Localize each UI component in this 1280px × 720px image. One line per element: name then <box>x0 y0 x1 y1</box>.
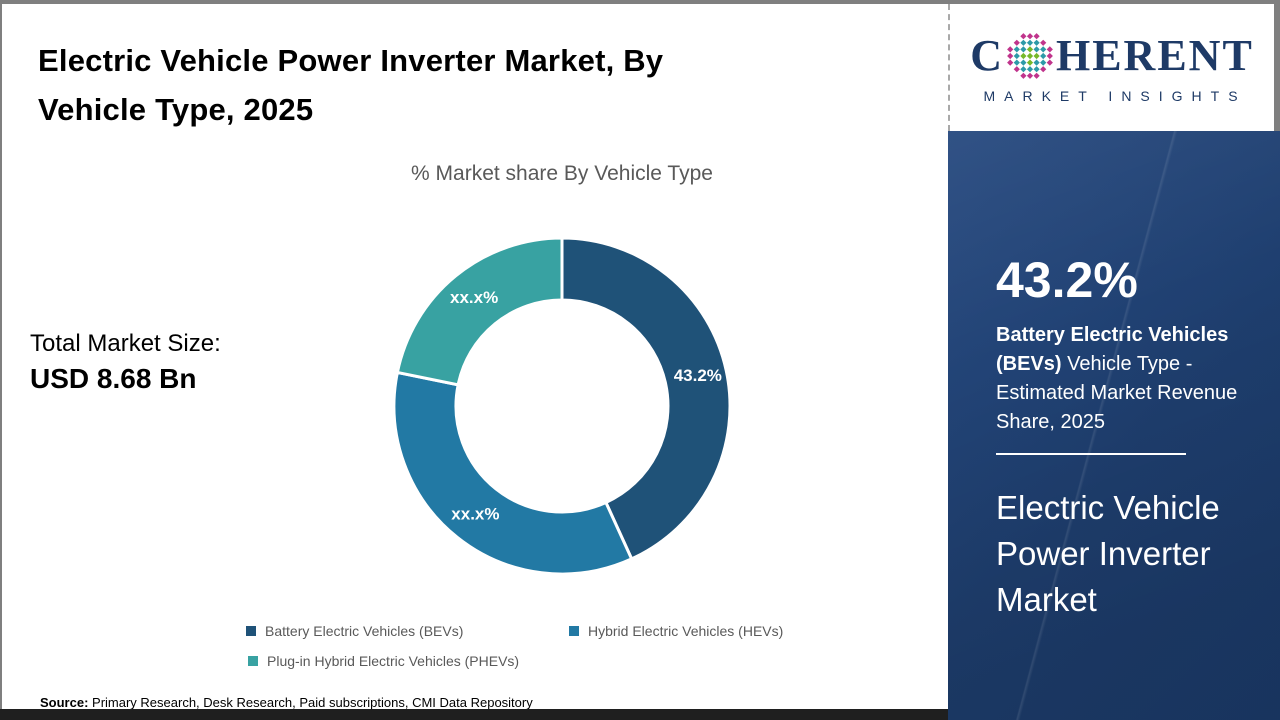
page-title-line2: Vehicle Type, 2025 <box>38 92 314 127</box>
slice-label: xx.x% <box>450 288 498 307</box>
globe-dot <box>1040 39 1047 46</box>
legend-swatch-hevs <box>569 626 579 636</box>
globe-dot <box>1026 52 1034 59</box>
globe-dot <box>1033 45 1040 53</box>
globe-dot <box>1026 72 1034 79</box>
globe-dot <box>1020 58 1027 66</box>
globe-dot <box>1020 45 1027 53</box>
globe-dot <box>1026 39 1034 46</box>
total-market-size-label: Total Market Size: <box>30 330 221 357</box>
globe-dot <box>1013 45 1020 53</box>
globe-dot <box>1040 52 1047 59</box>
panel-market-name-line2: Power Inverter <box>996 535 1211 572</box>
globe-dot <box>1013 58 1020 66</box>
panel-market-name-line1: Electric Vehicle <box>996 489 1220 526</box>
panel-market-name: Electric Vehicle Power Inverter Market <box>996 485 1220 623</box>
panel-stat-desc-rest: Vehicle Type - Estimated Market Revenue … <box>996 353 1238 433</box>
logo-word-rest: HERENT <box>1055 30 1254 80</box>
logo-letter-c: C <box>970 30 1004 80</box>
page-title-line1: Electric Vehicle Power Inverter Market, … <box>38 43 664 78</box>
globe-dot <box>1040 65 1047 72</box>
globe-dot <box>1026 45 1034 53</box>
globe-dot <box>1040 58 1047 66</box>
globe-dot <box>1007 52 1014 59</box>
brand-logo: C HERENT MARKET INSIGHTS <box>948 4 1274 131</box>
legend-label-hevs: Hybrid Electric Vehicles (HEVs) <box>588 623 784 639</box>
dotted-globe-icon <box>1007 32 1053 79</box>
globe-dot <box>1033 72 1040 79</box>
donut-chart: 43.2% xx.x% xx.x% <box>392 236 732 576</box>
globe-dot <box>1013 52 1020 59</box>
globe-dot <box>1020 39 1027 46</box>
source-line: Source: Primary Research, Desk Research,… <box>40 695 533 710</box>
panel-divider <box>996 453 1186 455</box>
main-content-area: Electric Vehicle Power Inverter Market, … <box>2 4 948 710</box>
panel-market-name-line3: Market <box>996 581 1097 618</box>
globe-dot <box>1033 52 1040 59</box>
donut-slice <box>395 236 564 387</box>
donut-slice <box>560 236 732 561</box>
logo-wordmark: C HERENT <box>970 32 1254 80</box>
highlight-side-panel: 43.2% Battery Electric Vehicles (BEVs) V… <box>948 131 1280 720</box>
globe-dot <box>1020 32 1027 39</box>
page-title: Electric Vehicle Power Inverter Market, … <box>38 36 663 134</box>
legend-item-bevs: Battery Electric Vehicles (BEVs) <box>246 623 463 639</box>
globe-dot <box>1033 65 1040 72</box>
panel-stat-desc-bold: Battery Electric Vehicles (BEVs) <box>996 324 1229 375</box>
globe-dot <box>1007 58 1014 66</box>
globe-dot <box>1013 65 1020 72</box>
legend-label-bevs: Battery Electric Vehicles (BEVs) <box>265 623 464 639</box>
slice-label: 43.2% <box>674 366 722 385</box>
globe-dot <box>1046 52 1053 59</box>
globe-dot <box>1033 39 1040 46</box>
globe-dot <box>1040 45 1047 53</box>
bottom-bar <box>0 709 948 720</box>
panel-stat-description: Battery Electric Vehicles (BEVs) Vehicle… <box>996 321 1250 437</box>
panel-stat-value: 43.2% <box>996 252 1138 308</box>
legend-label-phevs: Plug-in Hybrid Electric Vehicles (PHEVs) <box>267 653 520 669</box>
total-market-size-value: USD 8.68 Bn <box>30 363 197 394</box>
globe-dot <box>1033 58 1040 66</box>
globe-dot <box>1046 45 1053 53</box>
source-label: Source: <box>40 695 89 710</box>
globe-dot <box>1020 52 1027 59</box>
globe-dot <box>1046 58 1053 66</box>
donut-slice <box>392 370 634 576</box>
total-market-size-block: Total Market Size: USD 8.68 Bn <box>30 330 221 395</box>
legend-item-phevs: Plug-in Hybrid Electric Vehicles (PHEVs) <box>248 653 519 669</box>
legend-swatch-phevs <box>248 656 258 666</box>
globe-dot <box>1026 65 1034 72</box>
slice-label: xx.x% <box>451 504 499 523</box>
chart-subtitle: % Market share By Vehicle Type <box>411 162 713 185</box>
logo-tagline: MARKET INSIGHTS <box>983 87 1247 104</box>
globe-dot <box>1020 65 1027 72</box>
legend-item-hevs: Hybrid Electric Vehicles (HEVs) <box>569 623 783 639</box>
globe-dot <box>1026 32 1034 39</box>
globe-dot <box>1020 72 1027 79</box>
globe-dot <box>1013 39 1020 46</box>
globe-dot <box>1007 45 1014 53</box>
source-text: Primary Research, Desk Research, Paid su… <box>88 695 533 710</box>
globe-dot <box>1026 58 1034 66</box>
legend-swatch-bevs <box>246 626 256 636</box>
globe-dot <box>1033 32 1040 39</box>
